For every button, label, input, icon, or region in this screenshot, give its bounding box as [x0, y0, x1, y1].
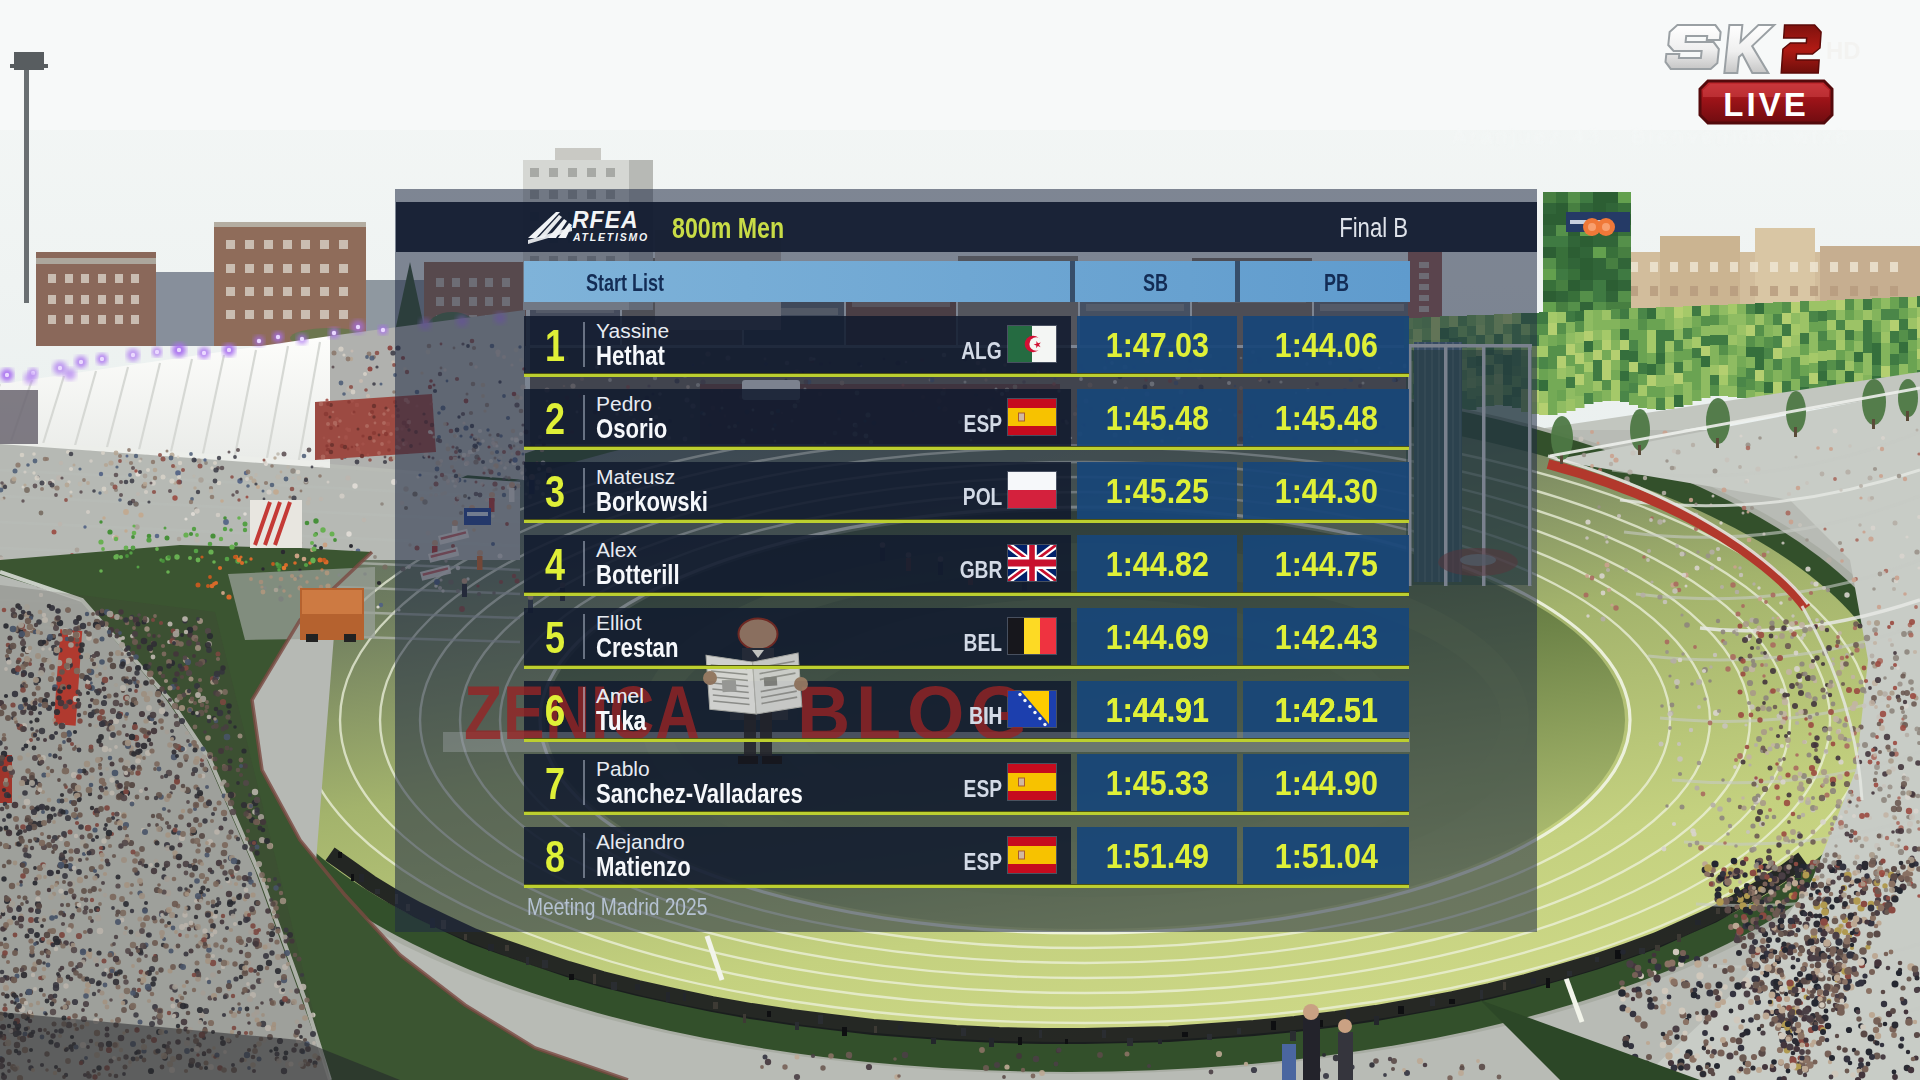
svg-text:RFEA: RFEA	[572, 207, 639, 233]
svg-text:ATLETISMO: ATLETISMO	[572, 231, 649, 243]
svg-text:HD: HD	[1826, 37, 1861, 64]
svg-text:LIVE: LIVE	[1723, 86, 1808, 123]
